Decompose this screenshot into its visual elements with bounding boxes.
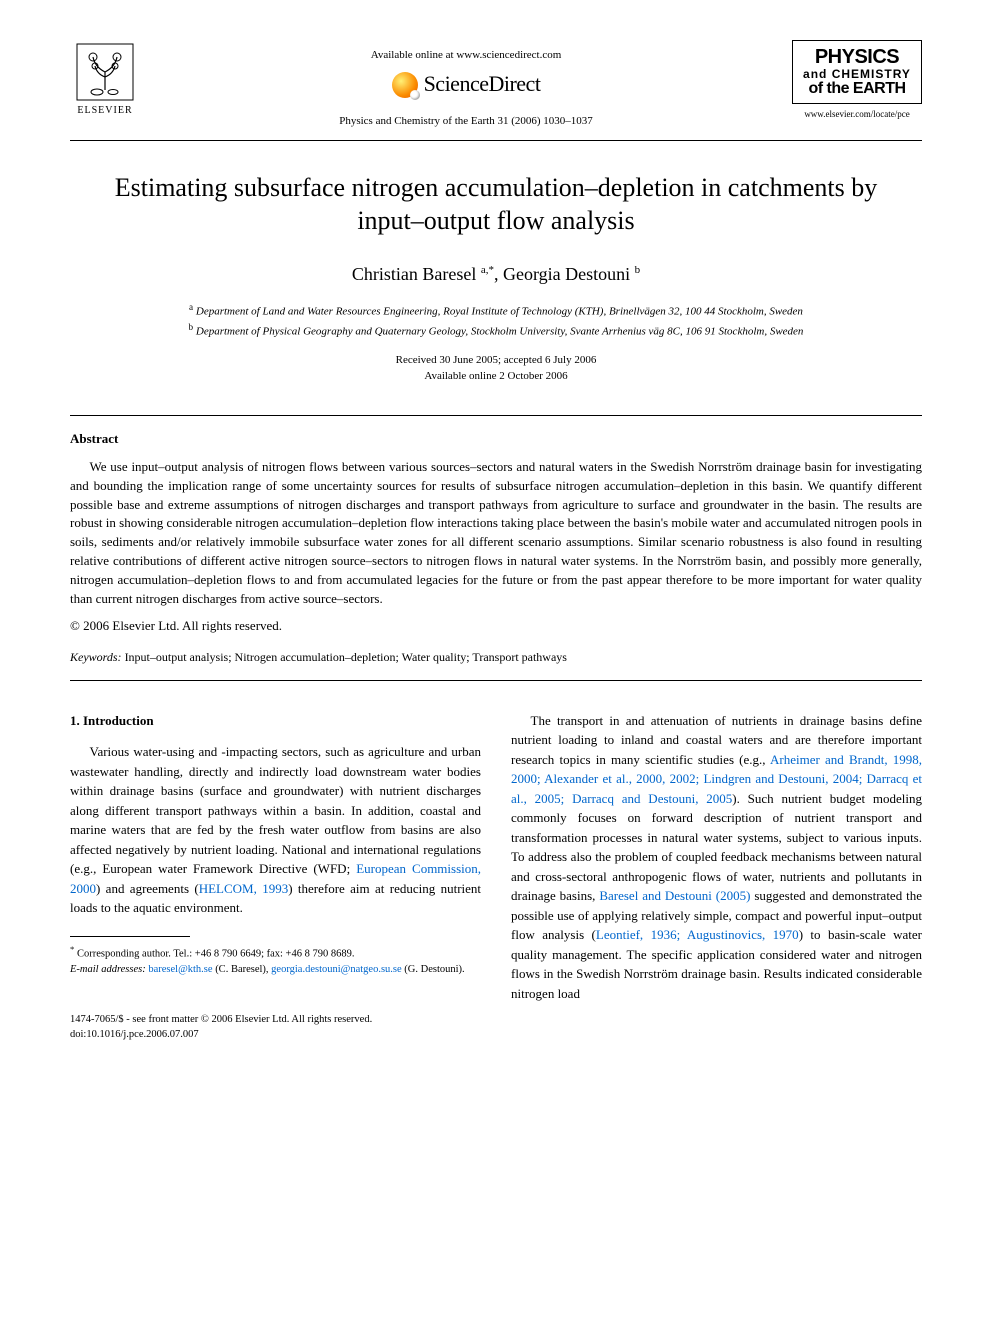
journal-title-line1: PHYSICS <box>797 47 917 68</box>
footnote-separator <box>70 936 190 937</box>
page-header: ELSEVIER Available online at www.science… <box>70 40 922 130</box>
elsevier-logo: ELSEVIER <box>70 40 140 120</box>
affiliations: a Department of Land and Water Resources… <box>70 301 922 339</box>
citation-link[interactable]: HELCOM, 1993 <box>199 881 289 896</box>
journal-url: www.elsevier.com/locate/pce <box>792 108 922 121</box>
available-online-text: Available online at www.sciencedirect.co… <box>140 48 792 63</box>
authors: Christian Baresel a,*, Georgia Destouni … <box>70 262 922 287</box>
footnotes: * Corresponding author. Tel.: +46 8 790 … <box>70 943 481 978</box>
section-1-heading: 1. Introduction <box>70 711 481 731</box>
intro-paragraph-1: Various water-using and -impacting secto… <box>70 742 481 918</box>
doi-line: doi:10.1016/j.pce.2006.07.007 <box>70 1028 922 1043</box>
citation-link[interactable]: Baresel and Destouni (2005) <box>599 888 750 903</box>
abstract-top-rule <box>70 415 922 416</box>
front-matter-line: 1474-7065/$ - see front matter © 2006 El… <box>70 1013 922 1028</box>
journal-title: PHYSICS and CHEMISTRY of the EARTH <box>792 40 922 104</box>
sciencedirect-icon <box>392 72 418 98</box>
publisher-name: ELSEVIER <box>77 104 132 118</box>
sciencedirect-text: ScienceDirect <box>424 69 541 100</box>
column-right: The transport in and attenuation of nutr… <box>511 711 922 1004</box>
received-accepted-date: Received 30 June 2005; accepted 6 July 2… <box>70 352 922 369</box>
column-left: 1. Introduction Various water-using and … <box>70 711 481 1004</box>
journal-title-line2: and CHEMISTRY <box>797 68 917 81</box>
body-columns: 1. Introduction Various water-using and … <box>70 711 922 1004</box>
email-addresses: E-mail addresses: baresel@kth.se (C. Bar… <box>70 962 481 978</box>
elsevier-tree-icon <box>75 42 135 102</box>
corresponding-author: * Corresponding author. Tel.: +46 8 790 … <box>70 943 481 962</box>
abstract-text: We use input–output analysis of nitrogen… <box>70 458 922 609</box>
abstract-heading: Abstract <box>70 430 922 448</box>
email-label: E-mail addresses: <box>70 964 146 975</box>
intro-paragraph-2: The transport in and attenuation of nutr… <box>511 711 922 1004</box>
keywords-text: Input–output analysis; Nitrogen accumula… <box>125 650 567 664</box>
header-divider <box>70 140 922 141</box>
copyright-line: © 2006 Elsevier Ltd. All rights reserved… <box>70 617 922 635</box>
keywords: Keywords: Input–output analysis; Nitroge… <box>70 649 922 666</box>
article-dates: Received 30 June 2005; accepted 6 July 2… <box>70 352 922 385</box>
keywords-label: Keywords: <box>70 650 122 664</box>
journal-cover-box: PHYSICS and CHEMISTRY of the EARTH www.e… <box>792 40 922 121</box>
article-title: Estimating subsurface nitrogen accumulat… <box>110 171 882 239</box>
journal-reference: Physics and Chemistry of the Earth 31 (2… <box>140 114 792 129</box>
affiliation-b-text: Department of Physical Geography and Qua… <box>196 325 804 337</box>
online-date: Available online 2 October 2006 <box>70 368 922 385</box>
abstract-bottom-rule <box>70 680 922 681</box>
email-link[interactable]: georgia.destouni@natgeo.su.se <box>271 964 402 975</box>
affiliation-a-text: Department of Land and Water Resources E… <box>196 306 803 318</box>
citation-link[interactable]: Leontief, 1936; Augustinovics, 1970 <box>596 927 799 942</box>
affiliation-b: b Department of Physical Geography and Q… <box>70 321 922 340</box>
center-header: Available online at www.sciencedirect.co… <box>140 40 792 130</box>
affiliation-a: a Department of Land and Water Resources… <box>70 301 922 320</box>
email-link[interactable]: baresel@kth.se <box>148 964 212 975</box>
journal-title-line3: of the EARTH <box>797 81 917 98</box>
page-footer: 1474-7065/$ - see front matter © 2006 El… <box>70 1013 922 1042</box>
sciencedirect-logo: ScienceDirect <box>392 69 541 100</box>
